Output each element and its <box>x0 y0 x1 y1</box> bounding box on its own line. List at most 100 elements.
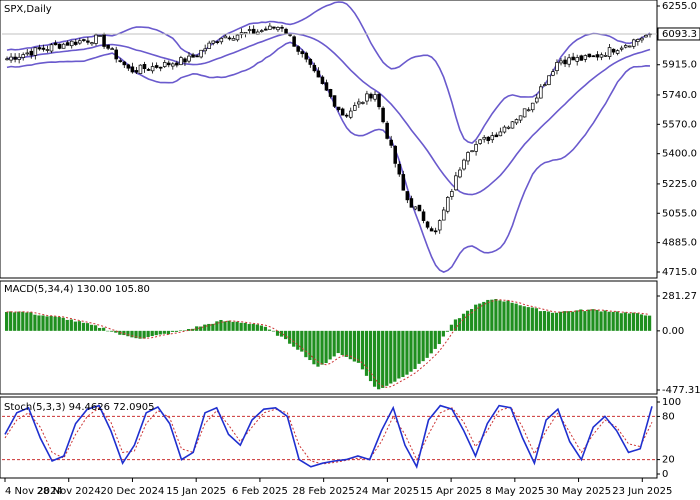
macd-histogram-bar <box>178 330 183 331</box>
macd-histogram-bar <box>575 310 579 331</box>
macd-histogram-bar <box>567 311 571 331</box>
macd-histogram-bar <box>219 319 223 331</box>
macd-histogram-bar <box>571 311 575 331</box>
macd-histogram-bar <box>324 330 328 364</box>
macd-histogram-bar <box>13 312 17 331</box>
macd-histogram-bar <box>409 330 413 372</box>
axes: 6255.06090.05915.05740.05570.05400.05225… <box>4 1 700 497</box>
price-candle <box>506 125 511 130</box>
price-candle <box>312 62 317 73</box>
macd-histogram-bar <box>583 311 587 331</box>
price-tick-label: 4715.0 <box>662 267 697 278</box>
price-tick-label: 5225.0 <box>662 179 697 190</box>
price-candle <box>640 36 644 43</box>
price-candle <box>316 67 321 78</box>
macd-histogram-bar <box>494 299 498 331</box>
price-candle <box>526 107 531 112</box>
macd-histogram-bar <box>73 321 77 331</box>
macd-histogram-bar <box>130 330 134 338</box>
price-candle <box>223 34 228 39</box>
price-candle <box>393 145 397 168</box>
stoch-panel <box>2 404 657 469</box>
macd-histogram-bar <box>284 330 288 340</box>
price-candle <box>482 135 486 143</box>
macd-histogram-bar <box>41 315 45 331</box>
macd-histogram-bar <box>474 304 478 331</box>
macd-histogram-bar <box>316 330 320 367</box>
price-panel <box>2 1 657 273</box>
price-candle <box>563 56 567 67</box>
price-candle <box>559 58 563 66</box>
price-panel-frame <box>0 0 658 279</box>
price-candle <box>9 53 13 63</box>
price-candle <box>474 140 478 156</box>
price-candle <box>90 41 94 46</box>
macd-histogram-bar <box>534 308 538 331</box>
macd-histogram-bar <box>134 330 138 339</box>
macd-histogram-bar <box>89 324 94 331</box>
macd-histogram-bar <box>449 324 454 331</box>
price-candle <box>530 102 535 113</box>
macd-histogram-bar <box>385 330 389 386</box>
macd-histogram-bar <box>364 330 369 376</box>
price-candle <box>547 75 551 86</box>
price-candle <box>365 90 369 105</box>
macd-histogram-bar <box>85 323 90 331</box>
last-price-tag <box>657 27 700 41</box>
price-candle <box>627 45 632 48</box>
stoch-tick-label: 20 <box>662 455 675 466</box>
macd-histogram-bar <box>320 330 324 365</box>
price-candle <box>272 26 276 30</box>
macd-histogram-bar <box>296 330 300 350</box>
macd-histogram-bar <box>421 330 425 362</box>
macd-histogram-bar <box>514 303 518 331</box>
price-candle <box>227 35 232 41</box>
x-tick-label: 15 Jan 2025 <box>166 486 226 497</box>
price-candle <box>308 58 313 68</box>
price-candle <box>454 171 458 191</box>
price-candle <box>623 43 628 49</box>
macd-histogram-bar <box>336 330 340 354</box>
macd-histogram-bar <box>615 311 619 331</box>
price-candle <box>179 55 183 66</box>
bollinger-middle-band <box>6 32 651 196</box>
price-candle <box>348 107 353 120</box>
stoch-label: Stoch(5,3,3) 94.4626 72.0905 <box>4 402 155 413</box>
macd-signal-line <box>6 299 650 388</box>
macd-histogram-bar <box>292 330 296 347</box>
macd-histogram-bar <box>538 311 543 331</box>
macd-histogram-bar <box>510 302 514 331</box>
macd-histogram-bar <box>150 330 154 337</box>
price-candle <box>69 40 74 49</box>
macd-histogram-bar <box>328 330 332 360</box>
macd-histogram-bar <box>21 311 25 331</box>
price-candle <box>284 27 288 34</box>
macd-histogram-bar <box>227 320 231 331</box>
x-tick-label: 28 Nov 2024 <box>37 486 101 497</box>
price-candle <box>385 120 389 140</box>
macd-histogram-bar <box>453 319 458 331</box>
macd-histogram-bar <box>81 322 86 331</box>
macd-histogram-bar <box>372 330 377 387</box>
macd-histogram-bar <box>627 313 631 331</box>
price-candle <box>328 88 333 99</box>
price-candle <box>29 48 34 59</box>
price-candle <box>126 63 131 71</box>
price-candle <box>195 54 199 58</box>
macd-histogram-bar <box>186 329 191 331</box>
price-candle <box>539 84 543 99</box>
macd-histogram-bar <box>445 330 450 332</box>
macd-histogram-bar <box>478 303 482 331</box>
price-candle <box>421 209 426 224</box>
macd-histogram-bar <box>591 309 595 331</box>
macd-histogram-bar <box>9 311 13 331</box>
price-candle <box>320 75 325 85</box>
macd-histogram-bar <box>470 309 474 331</box>
price-candle <box>607 43 612 60</box>
price-candle <box>171 62 175 70</box>
macd-histogram-bar <box>288 330 292 344</box>
x-tick-label: 4 Nov 2024 <box>5 486 63 497</box>
price-candle <box>619 45 624 52</box>
price-candle <box>247 25 252 34</box>
macd-histogram-bar <box>393 330 397 382</box>
